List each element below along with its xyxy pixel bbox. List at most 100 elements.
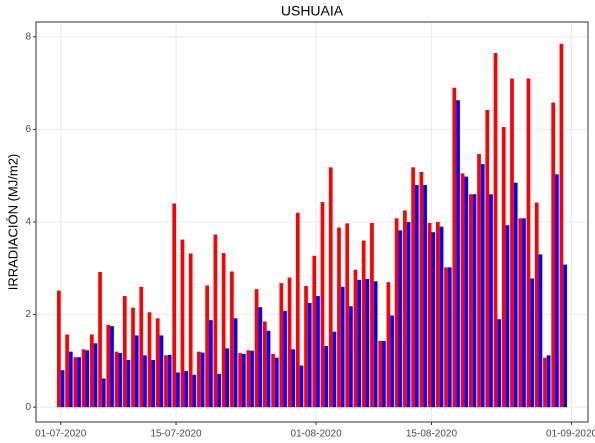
bar xyxy=(386,282,391,408)
x-tick-label: 15-08-2020 xyxy=(406,429,458,440)
bar xyxy=(110,326,114,408)
bar xyxy=(538,254,543,408)
bar xyxy=(93,343,98,408)
bar xyxy=(164,355,168,408)
bar xyxy=(176,372,180,408)
bar xyxy=(139,286,144,408)
bar xyxy=(485,109,490,408)
bar xyxy=(304,285,308,408)
bar xyxy=(65,334,69,408)
bar xyxy=(497,319,502,408)
bar xyxy=(122,296,127,408)
bar xyxy=(555,174,559,408)
bar xyxy=(406,222,411,408)
bar xyxy=(60,370,65,408)
bar xyxy=(477,153,481,408)
bar xyxy=(73,357,78,408)
bar xyxy=(114,351,119,408)
bar xyxy=(522,218,526,408)
y-tick-label: 6 xyxy=(25,124,31,135)
bar xyxy=(526,78,531,408)
chart-title: USHUAIA xyxy=(281,3,344,19)
bar xyxy=(287,277,292,408)
bar xyxy=(217,373,221,408)
x-tick-label: 01-09-2020 xyxy=(546,429,595,440)
bar xyxy=(184,371,189,408)
bar xyxy=(414,184,419,408)
bar xyxy=(320,202,325,408)
bar xyxy=(427,222,432,408)
bar xyxy=(382,340,386,408)
bar xyxy=(283,310,287,408)
bar xyxy=(456,100,460,408)
bar xyxy=(489,194,493,408)
bar xyxy=(559,43,564,408)
bar xyxy=(452,87,457,408)
bar xyxy=(563,264,567,408)
bar xyxy=(213,234,218,408)
bar xyxy=(254,289,259,408)
bar xyxy=(143,355,147,408)
bar xyxy=(221,253,226,408)
bar xyxy=(77,357,81,408)
bar xyxy=(167,354,172,408)
x-tick-label: 15-07-2020 xyxy=(150,429,202,440)
bar xyxy=(316,296,320,408)
bar xyxy=(233,318,238,408)
bar xyxy=(365,278,370,408)
y-tick-label: 4 xyxy=(25,217,31,228)
bar xyxy=(241,353,246,408)
bar xyxy=(192,374,197,408)
bar xyxy=(291,349,296,408)
bar xyxy=(378,340,383,408)
bar xyxy=(353,269,358,408)
bar xyxy=(435,222,440,408)
y-tick-label: 2 xyxy=(25,309,31,320)
bar xyxy=(134,335,139,408)
bar xyxy=(246,350,251,408)
x-tick-label: 01-08-2020 xyxy=(291,429,343,440)
bar xyxy=(493,53,498,408)
bar xyxy=(205,285,210,408)
bar xyxy=(439,226,444,408)
bar xyxy=(447,267,452,408)
bar xyxy=(295,212,300,408)
bar xyxy=(200,352,205,408)
bar xyxy=(85,350,90,408)
bar xyxy=(337,227,341,408)
plot-border xyxy=(35,21,589,423)
bar xyxy=(518,218,523,408)
bar xyxy=(307,303,312,408)
bar xyxy=(357,279,362,408)
bar xyxy=(238,353,242,408)
bar xyxy=(98,272,102,408)
bar xyxy=(250,350,254,408)
bar xyxy=(188,253,193,408)
bar xyxy=(510,78,514,408)
bar xyxy=(394,218,399,408)
x-tick-label: 01-07-2020 xyxy=(35,429,87,440)
bar xyxy=(126,359,131,408)
bar xyxy=(266,330,271,408)
bar xyxy=(118,353,123,408)
bar xyxy=(419,172,424,408)
bar xyxy=(546,355,551,408)
bar xyxy=(390,315,394,408)
bar xyxy=(530,278,535,408)
bar xyxy=(81,349,86,408)
y-axis-label: IRRADIACIÓN (MJ/m2) xyxy=(5,154,20,291)
bar xyxy=(431,232,436,408)
bar xyxy=(225,348,230,408)
bar xyxy=(370,222,374,408)
bar xyxy=(159,335,164,408)
bar xyxy=(403,210,407,408)
bar xyxy=(197,351,201,408)
bar xyxy=(534,202,539,408)
bar xyxy=(147,312,152,408)
bar xyxy=(468,194,473,408)
bar xyxy=(230,271,234,408)
bar xyxy=(361,240,366,408)
bar xyxy=(180,239,185,408)
bar xyxy=(324,346,329,408)
